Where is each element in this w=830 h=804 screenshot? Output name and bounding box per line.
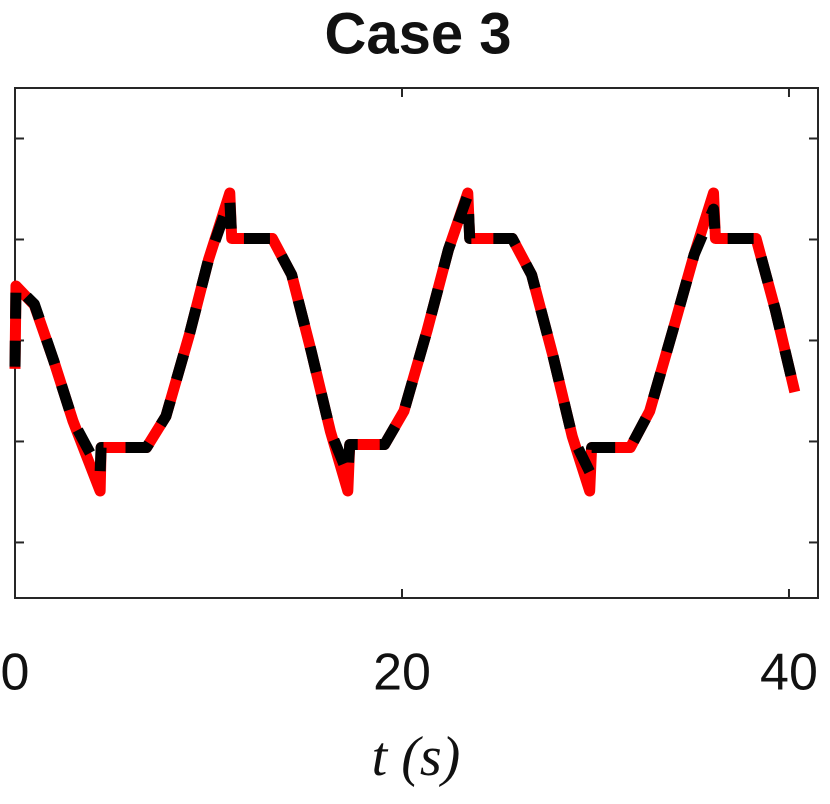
chart-title: Case 3 [324, 1, 511, 66]
data-line [9, 189, 801, 480]
x-tick-label: 20 [373, 644, 431, 702]
x-tick-label: 0 [1, 644, 30, 702]
x-tick-label: 40 [760, 644, 818, 702]
plot-frame [14, 87, 819, 599]
x-axis-label: t (s) [372, 726, 461, 788]
